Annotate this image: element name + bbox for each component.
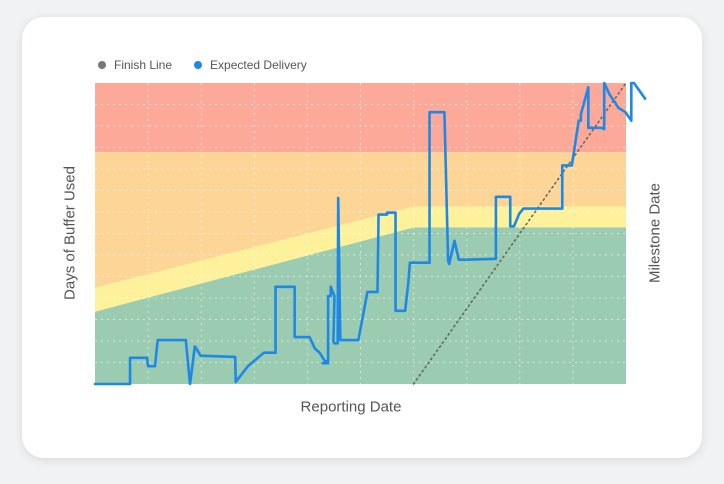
legend: Finish Line Expected Delivery: [98, 58, 307, 72]
zone-red: [95, 83, 626, 153]
legend-item-expected-delivery[interactable]: Expected Delivery: [194, 58, 307, 72]
x-axis-label: Reporting Date: [300, 398, 402, 416]
legend-dot-expected-delivery: [194, 61, 203, 69]
series-line-expected-delivery: [93, 81, 647, 386]
legend-label-expected-delivery: Expected Delivery: [210, 58, 307, 72]
legend-label-finish-line: Finish Line: [114, 58, 173, 72]
series-line-finish-line: [412, 82, 627, 385]
legend-item-finish-line[interactable]: Finish Line: [98, 58, 172, 72]
legend-dot-finish-line: [98, 61, 106, 69]
